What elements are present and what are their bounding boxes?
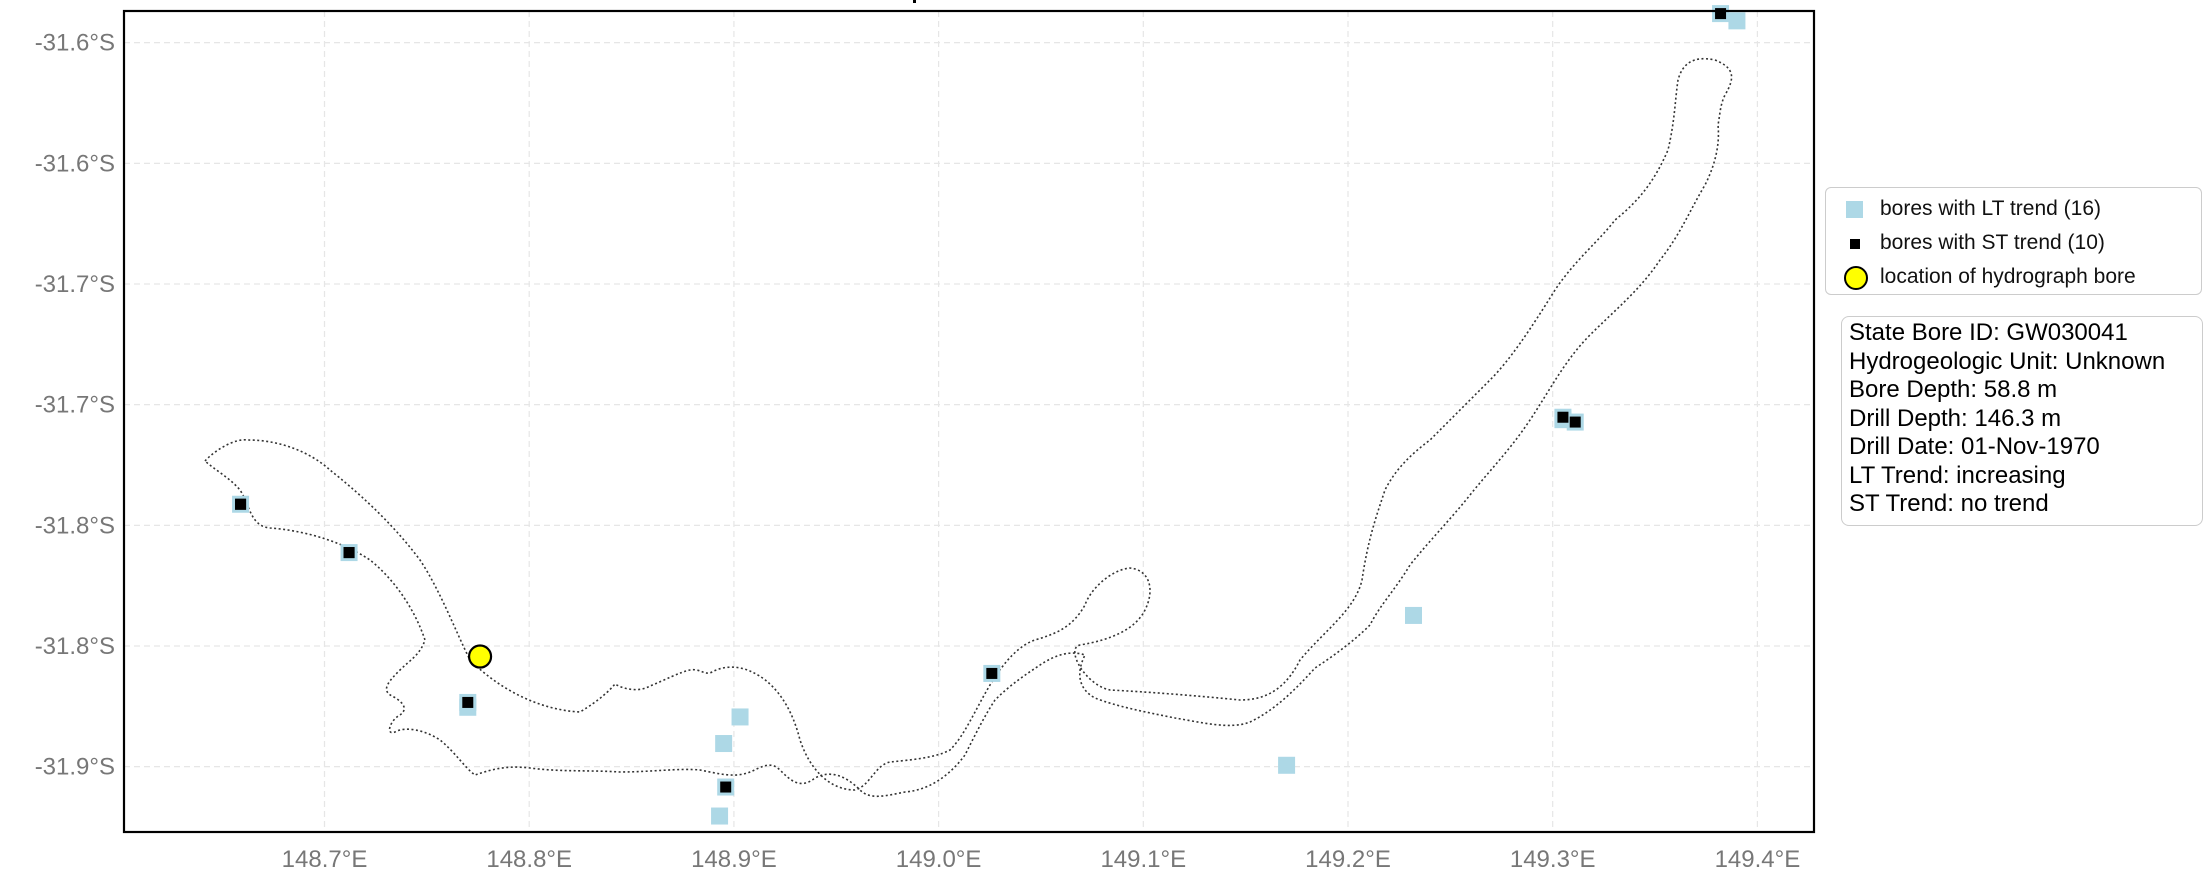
y-tick-label: -31.9°S: [35, 754, 115, 781]
lt-bore-marker: [1728, 12, 1746, 30]
y-tick-label: -31.8°S: [35, 512, 115, 539]
hydrograph-bore-marker: [467, 644, 493, 669]
st-bore-marker: [1569, 416, 1581, 428]
st-bores-layer: [235, 8, 1727, 793]
y-tick-label: -31.6°S: [35, 30, 115, 57]
x-tick-label: 148.7°E: [282, 846, 368, 873]
title-fragment: [913, 0, 916, 3]
x-tick-label: 149.4°E: [1715, 846, 1801, 873]
lt-bore-marker: [1278, 756, 1296, 774]
lt-bore-marker: [711, 807, 729, 825]
info-state-bore-id: State Bore ID: GW030041: [1849, 319, 2128, 346]
x-tick-label: 149.0°E: [896, 846, 982, 873]
st-bore-marker: [720, 781, 732, 793]
x-tick-label: 149.2°E: [1305, 846, 1391, 873]
info-st-trend: ST Trend: no trend: [1849, 490, 2049, 517]
tick-labels: -31.6°S -31.6°S -31.7°S -31.7°S -31.8°S -31.8…: [35, 30, 1801, 873]
st-bore-marker: [1557, 411, 1569, 423]
legend-item-lt: bores with LT trend (16): [1826, 193, 2101, 225]
x-tick-label: 149.3°E: [1510, 846, 1596, 873]
yellow-circle-icon: [1826, 261, 1880, 293]
lt-bore-marker: [1405, 606, 1423, 624]
info-lt-trend: LT Trend: increasing: [1849, 461, 2066, 489]
st-bore-marker: [462, 696, 474, 708]
info-drill-date: Drill Date: 01-Nov-1970: [1849, 433, 2100, 460]
light-blue-square-icon: [1826, 193, 1880, 225]
st-bore-marker: [986, 667, 998, 679]
legend-label-lt: bores with LT trend (16): [1880, 197, 2101, 220]
plot-frame: [122, 9, 1816, 834]
info-hydrogeologic-unit: Hydrogeologic Unit: Unknown: [1849, 347, 2166, 375]
y-tick-label: -31.8°S: [35, 633, 115, 660]
st-bore-marker: [235, 498, 247, 510]
y-tick-label: -31.7°S: [35, 392, 115, 419]
legend-item-st: bores with ST trend (10): [1826, 227, 2105, 259]
st-bore-marker: [1715, 8, 1727, 20]
y-tick-label: -31.6°S: [35, 150, 115, 177]
map-legend: bores with LT trend (16) bores with ST t…: [1825, 187, 2202, 295]
legend-label-hydrograph: location of hydrograph bore: [1880, 265, 2136, 288]
info-drill-depth: Drill Depth: 146.3 m: [1849, 404, 2062, 432]
y-tick-label: -31.7°S: [35, 271, 115, 298]
st-bore-marker: [343, 547, 355, 559]
gridlines: [124, 11, 1814, 832]
info-bore-depth: Bore Depth: 58.8 m: [1849, 376, 2058, 403]
hydrograph-layer: [467, 644, 493, 669]
lt-bore-marker: [715, 735, 733, 753]
lt-bores-layer: [232, 5, 1746, 825]
legend-item-hydrograph: location of hydrograph bore: [1826, 261, 2136, 293]
x-tick-label: 149.1°E: [1100, 846, 1186, 873]
x-tick-label: 148.8°E: [486, 846, 572, 873]
aquifer-outline: [203, 58, 1733, 798]
black-square-icon: [1826, 227, 1880, 259]
bore-info-box: State Bore ID: GW030041 Hydrogeologic Un…: [1841, 316, 2203, 526]
lt-bore-marker: [731, 708, 749, 726]
legend-label-st: bores with ST trend (10): [1880, 231, 2105, 254]
x-tick-label: 148.9°E: [691, 846, 777, 873]
